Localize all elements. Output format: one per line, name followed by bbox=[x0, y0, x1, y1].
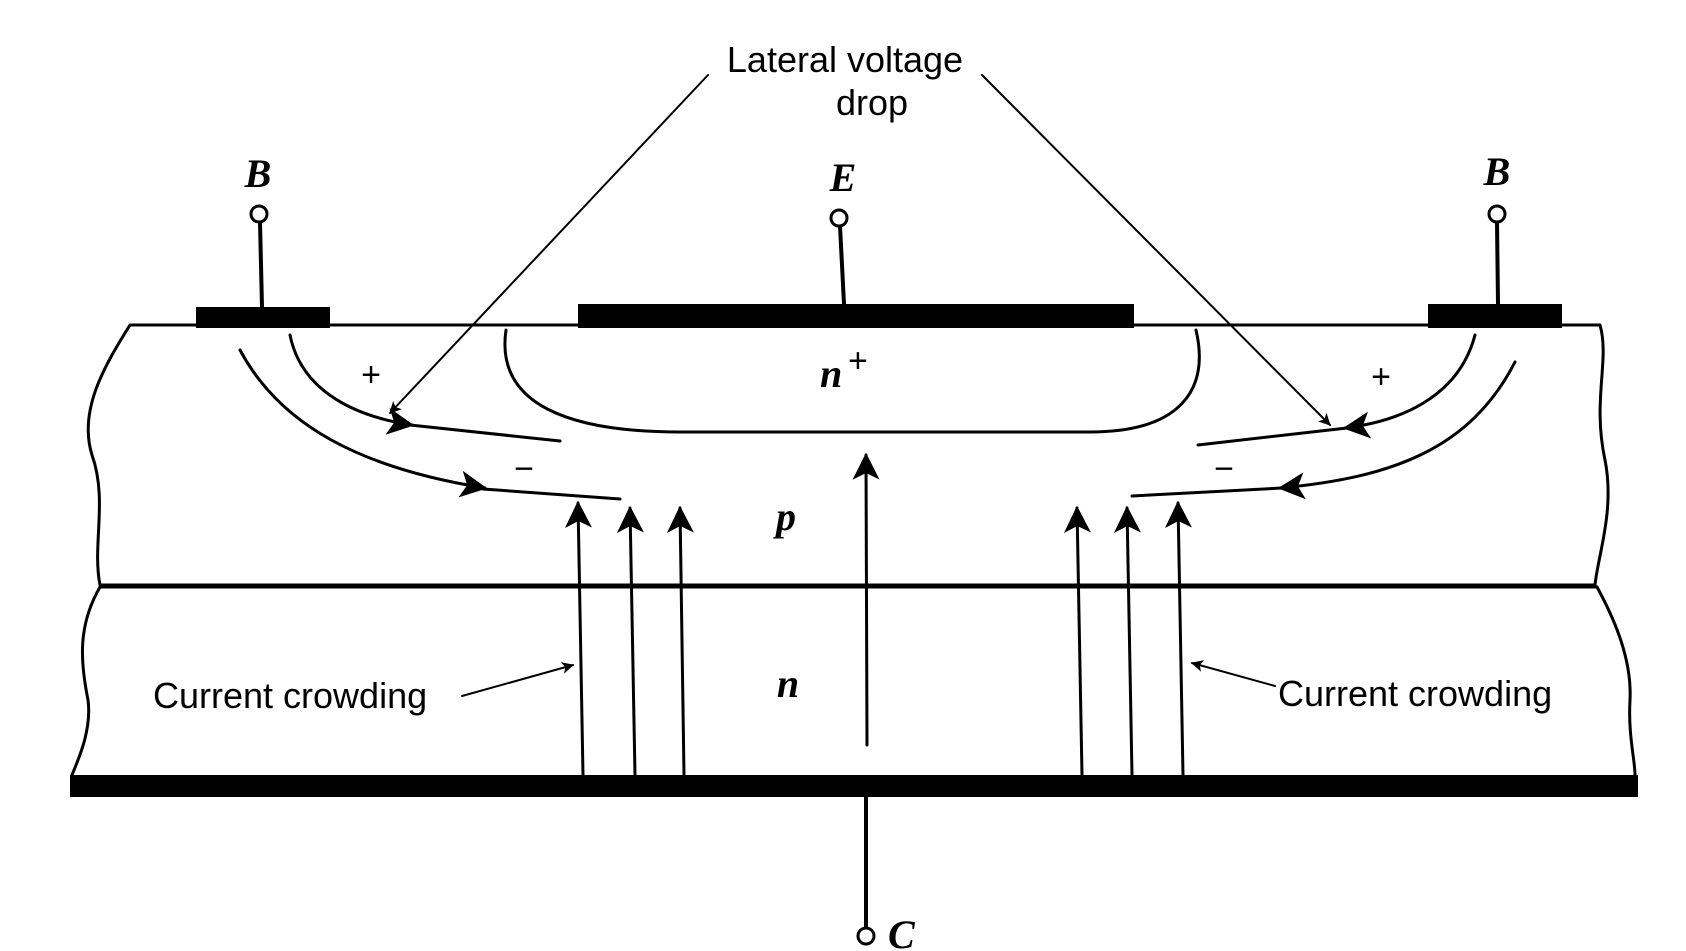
current-arrow-right-3 bbox=[1164, 500, 1192, 777]
base-right-terminal bbox=[1487, 204, 1507, 224]
n-region-label: n bbox=[777, 661, 799, 706]
current-crowding-leader-right bbox=[1191, 660, 1276, 687]
base-left-terminal bbox=[249, 204, 269, 224]
base-current-arrow-left-outer bbox=[238, 348, 488, 498]
n-plus-region-boundary bbox=[503, 328, 1201, 434]
base-left-label: B bbox=[244, 151, 272, 196]
lateral-voltage-drop-label-line1: Lateral voltage bbox=[727, 39, 963, 80]
plus-sign-left: + bbox=[361, 356, 381, 394]
base-right-label: B bbox=[1483, 149, 1511, 194]
base-current-arrow-left-inner bbox=[288, 333, 415, 435]
n-region-left-edge bbox=[70, 585, 102, 777]
p-region-label: p bbox=[773, 494, 796, 539]
current-arrow-left-2 bbox=[616, 505, 644, 777]
n-plus-superscript: + bbox=[848, 342, 868, 380]
base-contact-left bbox=[196, 307, 330, 328]
collector-terminal bbox=[856, 926, 876, 946]
emitter-terminal bbox=[829, 208, 849, 228]
base-current-arrow-right-outer bbox=[1277, 360, 1517, 500]
base-contact-right bbox=[1428, 304, 1562, 328]
n-plus-region-label: n bbox=[820, 351, 842, 396]
base-current-line-right-outer bbox=[1130, 486, 1284, 498]
current-arrow-left-3 bbox=[666, 505, 694, 777]
minus-sign-right: − bbox=[1214, 450, 1234, 488]
emitter-lead bbox=[838, 224, 846, 306]
emitter-label: E bbox=[829, 155, 857, 200]
base-current-line-right-inner bbox=[1196, 426, 1349, 447]
n-region-right-edge bbox=[1595, 585, 1637, 777]
current-arrow-left-1 bbox=[564, 500, 592, 777]
plus-sign-right: + bbox=[1371, 358, 1391, 396]
current-arrow-center bbox=[852, 452, 880, 747]
base-current-arrow-right-inner bbox=[1342, 333, 1477, 439]
minus-sign-left: − bbox=[514, 450, 534, 488]
current-arrow-right-2 bbox=[1113, 505, 1141, 777]
base-left-lead bbox=[258, 220, 264, 309]
current-crowding-leader-left bbox=[461, 662, 574, 697]
emitter-contact bbox=[578, 304, 1134, 328]
current-arrow-right-1 bbox=[1063, 505, 1091, 777]
collector-label: C bbox=[888, 912, 916, 951]
base-right-lead bbox=[1495, 220, 1500, 306]
p-region-outline bbox=[86, 323, 1610, 587]
base-current-line-left-inner bbox=[408, 423, 562, 443]
collector-contact bbox=[70, 775, 1638, 797]
lateral-voltage-drop-label-line2: drop bbox=[836, 82, 908, 123]
lateral-voltage-drop-leader-left bbox=[389, 74, 709, 414]
current-crowding-label-right: Current crowding bbox=[1278, 673, 1552, 714]
current-crowding-label-left: Current crowding bbox=[153, 675, 427, 716]
lateral-voltage-drop-leader-right bbox=[981, 74, 1331, 426]
base-current-line-left-outer bbox=[481, 487, 622, 501]
